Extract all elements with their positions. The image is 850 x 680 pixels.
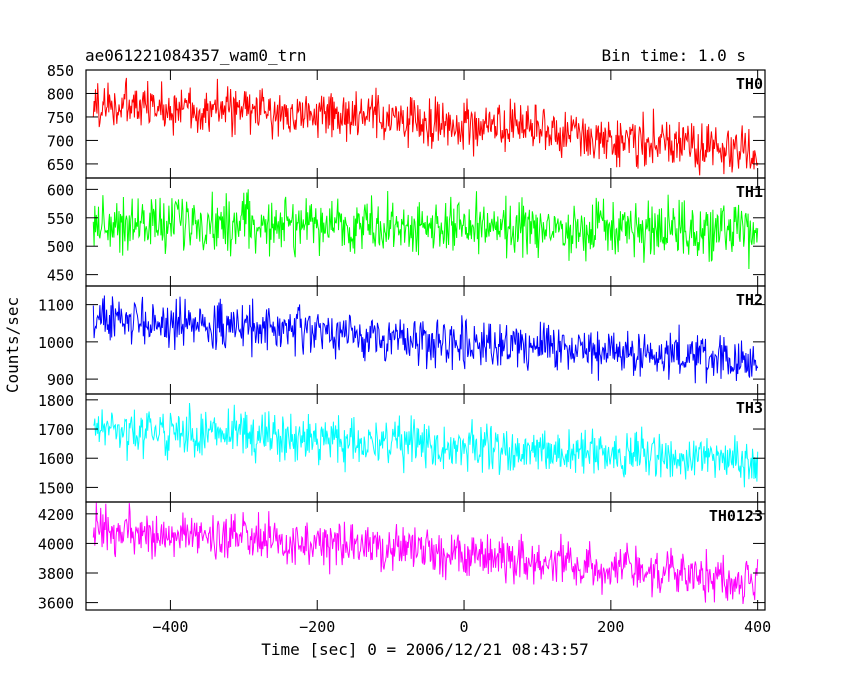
chart-title: ae061221084357_wam0_trn <box>85 46 307 65</box>
panel-th1: 450 500 550 600 TH1 <box>47 177 766 287</box>
bin-time-label: Bin time: 1.0 s <box>602 46 747 65</box>
panel-th3: 1500 1600 1700 1800 TH3 <box>38 392 766 503</box>
y-tick-label: 600 <box>47 181 74 199</box>
y-tick-label: 450 <box>47 267 74 285</box>
panel-label: TH2 <box>736 291 763 309</box>
y-tick-label: 700 <box>47 132 74 150</box>
panel-th2: 900 1000 1100 TH2 <box>38 285 766 395</box>
panel-label: TH0 <box>736 75 763 93</box>
x-tick-label: −400 <box>152 618 188 636</box>
x-tick-label: 0 <box>460 618 469 636</box>
y-tick-label: 750 <box>47 109 74 127</box>
panel-frame <box>85 501 766 611</box>
series-line-th0123 <box>92 502 759 605</box>
x-tick-label: 200 <box>597 618 624 636</box>
x-tick-label: −200 <box>299 618 335 636</box>
y-tick-label: 850 <box>47 62 74 80</box>
y-tick-label: 3800 <box>38 565 74 583</box>
y-tick-label: 650 <box>47 156 74 174</box>
panel-label: TH0123 <box>709 507 763 525</box>
x-axis-label: Time [sec] 0 = 2006/12/21 08:43:57 <box>261 640 589 659</box>
series-line-th3 <box>93 402 759 488</box>
y-tick-label: 550 <box>47 210 74 228</box>
y-tick-label: 1700 <box>38 421 74 439</box>
y-axis-label: Counts/sec <box>3 297 22 393</box>
panel-th0123: 3600 3800 4000 4200 TH0123 <box>38 501 766 613</box>
y-tick-label: 1500 <box>38 479 74 497</box>
y-tick-label: 900 <box>47 371 74 389</box>
panel-label: TH1 <box>736 183 763 201</box>
series-line-th0 <box>92 77 759 176</box>
y-tick-label: 1100 <box>38 297 74 315</box>
y-tick-label: 1800 <box>38 392 74 410</box>
panels-group: 650 700 750 800 850 TH0 450 500 550 600 TH1 900 1000… <box>38 62 771 636</box>
y-tick-label: 1600 <box>38 450 74 468</box>
y-tick-label: 800 <box>47 85 74 103</box>
panel-label: TH3 <box>736 399 763 417</box>
x-tick-label: 400 <box>744 618 771 636</box>
panel-th0: 650 700 750 800 850 TH0 <box>47 62 766 179</box>
y-tick-label: 4200 <box>38 506 74 524</box>
series-line-th2 <box>92 295 759 384</box>
y-tick-label: 500 <box>47 238 74 256</box>
panel-frame <box>85 69 766 179</box>
series-line-th1 <box>92 189 759 270</box>
y-tick-label: 1000 <box>38 334 74 352</box>
panel-frame <box>85 285 766 395</box>
y-tick-label: 4000 <box>38 535 74 553</box>
y-tick-label: 3600 <box>38 595 74 613</box>
